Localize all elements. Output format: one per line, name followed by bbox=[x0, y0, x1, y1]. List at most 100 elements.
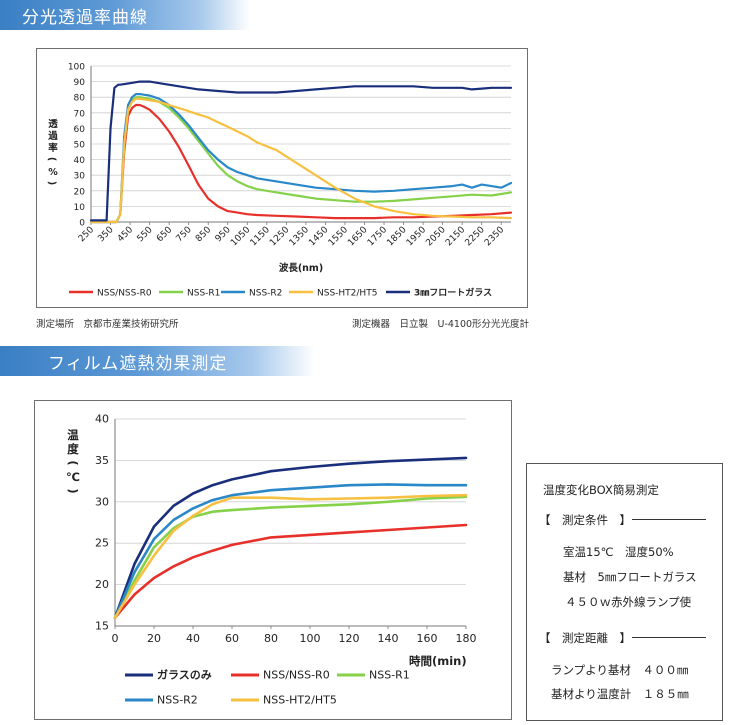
x-tick-label: 650 bbox=[155, 225, 174, 244]
condition-line: 基材 5㎜フロートガラス bbox=[563, 570, 697, 584]
measurement-device-note: 測定機器 日立製 U-4100形分光光度計 bbox=[352, 319, 530, 330]
y-axis-label: 度 bbox=[67, 442, 79, 456]
x-tick-label: 40 bbox=[186, 632, 200, 645]
x-tick-label: 2150 bbox=[444, 225, 467, 248]
x-tick-label: 2350 bbox=[483, 225, 506, 248]
measurement-info-box: 温度変化BOX簡易測定 【 測定条件 】 室温15℃ 湿度50% 基材 5㎜フロ… bbox=[526, 463, 723, 721]
y-tick-label: 80 bbox=[74, 94, 86, 104]
distance-divider bbox=[632, 637, 706, 638]
legend-label: NSS/NSS-R0 bbox=[263, 669, 330, 682]
series-line bbox=[113, 483, 468, 619]
x-axis-label: 時間(min) bbox=[409, 654, 467, 668]
y-tick-label: 30 bbox=[74, 172, 86, 182]
x-tick-label: 550 bbox=[136, 225, 155, 244]
y-tick-label: 40 bbox=[74, 156, 86, 166]
legend-label: NSS-R1 bbox=[369, 669, 410, 682]
y-tick-label: 15 bbox=[95, 620, 109, 633]
y-axis-label: 過 bbox=[47, 130, 58, 142]
section-banner-heat: フィルム遮熱効果測定 bbox=[0, 346, 315, 376]
x-tick-label: 160 bbox=[417, 632, 438, 645]
x-tick-label: 1950 bbox=[405, 225, 428, 248]
y-tick-label: 60 bbox=[74, 125, 86, 135]
x-tick-label: 1550 bbox=[327, 225, 350, 248]
y-axis-label: 温 bbox=[67, 428, 79, 442]
conditions-divider bbox=[632, 519, 706, 520]
x-tick-label: 2050 bbox=[424, 225, 447, 248]
section-banner-spectral: 分光透過率曲線 bbox=[0, 0, 250, 30]
y-axis-label: 透 bbox=[48, 118, 58, 130]
y-tick-label: 30 bbox=[95, 495, 109, 508]
y-tick-label: 40 bbox=[95, 413, 109, 426]
distance-line: 基材より温度計 １８５㎜ bbox=[551, 687, 689, 701]
x-tick-label: 2250 bbox=[464, 225, 487, 248]
x-tick-label: 0 bbox=[112, 632, 119, 645]
legend-label: NSS/NSS-R0 bbox=[97, 289, 152, 299]
series-line bbox=[89, 80, 513, 222]
x-tick-label: 1850 bbox=[385, 225, 408, 248]
heat-chart-frame: 15 20 25 30 35 40 0 20 40 60 80 100 120 140 160 180 温度 ( ℃… bbox=[34, 400, 512, 720]
y-axis-label: ( bbox=[66, 460, 80, 465]
series-line bbox=[89, 92, 513, 224]
x-tick-label: 1350 bbox=[288, 225, 311, 248]
y-axis-label: ℃ bbox=[66, 470, 80, 484]
x-axis-label: 波長(nm) bbox=[279, 262, 323, 274]
x-tick-label: 100 bbox=[300, 632, 321, 645]
y-tick-label: 20 bbox=[74, 187, 86, 197]
section-title-heat: フィルム遮熱効果測定 bbox=[48, 354, 228, 374]
condition-line: 室温15℃ 湿度50% bbox=[563, 545, 674, 559]
legend-label: NSS-R2 bbox=[249, 289, 282, 299]
y-axis-label: ( bbox=[46, 157, 57, 161]
x-tick-label: 1150 bbox=[249, 225, 272, 248]
distance-header: 【 測定距離 】 bbox=[539, 631, 631, 645]
y-axis-label: ) bbox=[66, 488, 80, 493]
x-tick-label: 140 bbox=[378, 632, 399, 645]
legend-label: NSS-HT2/HT5 bbox=[317, 289, 377, 299]
x-tick-label: 1750 bbox=[366, 225, 389, 248]
x-tick-label: 1650 bbox=[346, 225, 369, 248]
y-tick-label: 35 bbox=[95, 454, 109, 467]
x-tick-label: 1050 bbox=[229, 225, 252, 248]
legend-label: 3㎜フロートガラス bbox=[414, 287, 492, 299]
x-tick-label: 1450 bbox=[307, 225, 330, 248]
measurement-location-note: 測定場所 京都市産業技術研究所 bbox=[36, 319, 179, 330]
y-axis-label: % bbox=[48, 167, 58, 178]
legend-label: NSS-R2 bbox=[157, 694, 198, 707]
x-tick-label: 80 bbox=[264, 632, 278, 645]
y-tick-label: 100 bbox=[68, 63, 85, 73]
x-tick-label: 180 bbox=[456, 632, 477, 645]
condition-line: ４５０ｗ赤外線ランプ使 bbox=[565, 595, 692, 609]
legend-label: NSS-R1 bbox=[187, 289, 220, 299]
y-tick-label: 20 bbox=[95, 578, 109, 591]
y-tick-label: 10 bbox=[74, 203, 86, 213]
spectral-chart-frame: 0 10 20 30 40 50 60 70 80 90 100 250 350 450 550 650 750… bbox=[36, 48, 528, 308]
series-line bbox=[89, 103, 513, 224]
x-tick-label: 20 bbox=[147, 632, 161, 645]
x-tick-label: 120 bbox=[339, 632, 360, 645]
x-tick-label: 850 bbox=[194, 225, 213, 244]
y-tick-label: 90 bbox=[74, 78, 86, 88]
y-tick-label: 25 bbox=[95, 537, 109, 550]
y-axis-label: 率 bbox=[48, 142, 58, 154]
legend-label: NSS-HT2/HT5 bbox=[263, 694, 337, 707]
x-tick-label: 750 bbox=[175, 225, 194, 244]
series-line bbox=[113, 493, 468, 619]
series-line bbox=[113, 495, 468, 619]
x-tick-label: 1250 bbox=[268, 225, 291, 248]
x-tick-label: 60 bbox=[225, 632, 239, 645]
series-line bbox=[89, 97, 513, 224]
info-title: 温度変化BOX簡易測定 bbox=[543, 483, 659, 497]
distance-line: ランプより基材 ４００㎜ bbox=[551, 663, 689, 677]
y-tick-label: 0 bbox=[79, 219, 85, 229]
section-title-spectral: 分光透過率曲線 bbox=[22, 8, 148, 28]
series-line bbox=[113, 456, 468, 619]
series-line bbox=[89, 96, 513, 224]
series-line bbox=[113, 523, 468, 619]
heat-shielding-chart: 15 20 25 30 35 40 0 20 40 60 80 100 120 140 160 180 温度 ( ℃… bbox=[66, 413, 477, 707]
y-tick-label: 70 bbox=[74, 109, 86, 119]
legend-label: ガラスのみ bbox=[157, 668, 212, 682]
x-tick-label: 350 bbox=[96, 225, 115, 244]
conditions-header: 【 測定条件 】 bbox=[539, 513, 631, 527]
y-axis-label: ) bbox=[46, 181, 57, 185]
x-tick-label: 450 bbox=[116, 225, 135, 244]
